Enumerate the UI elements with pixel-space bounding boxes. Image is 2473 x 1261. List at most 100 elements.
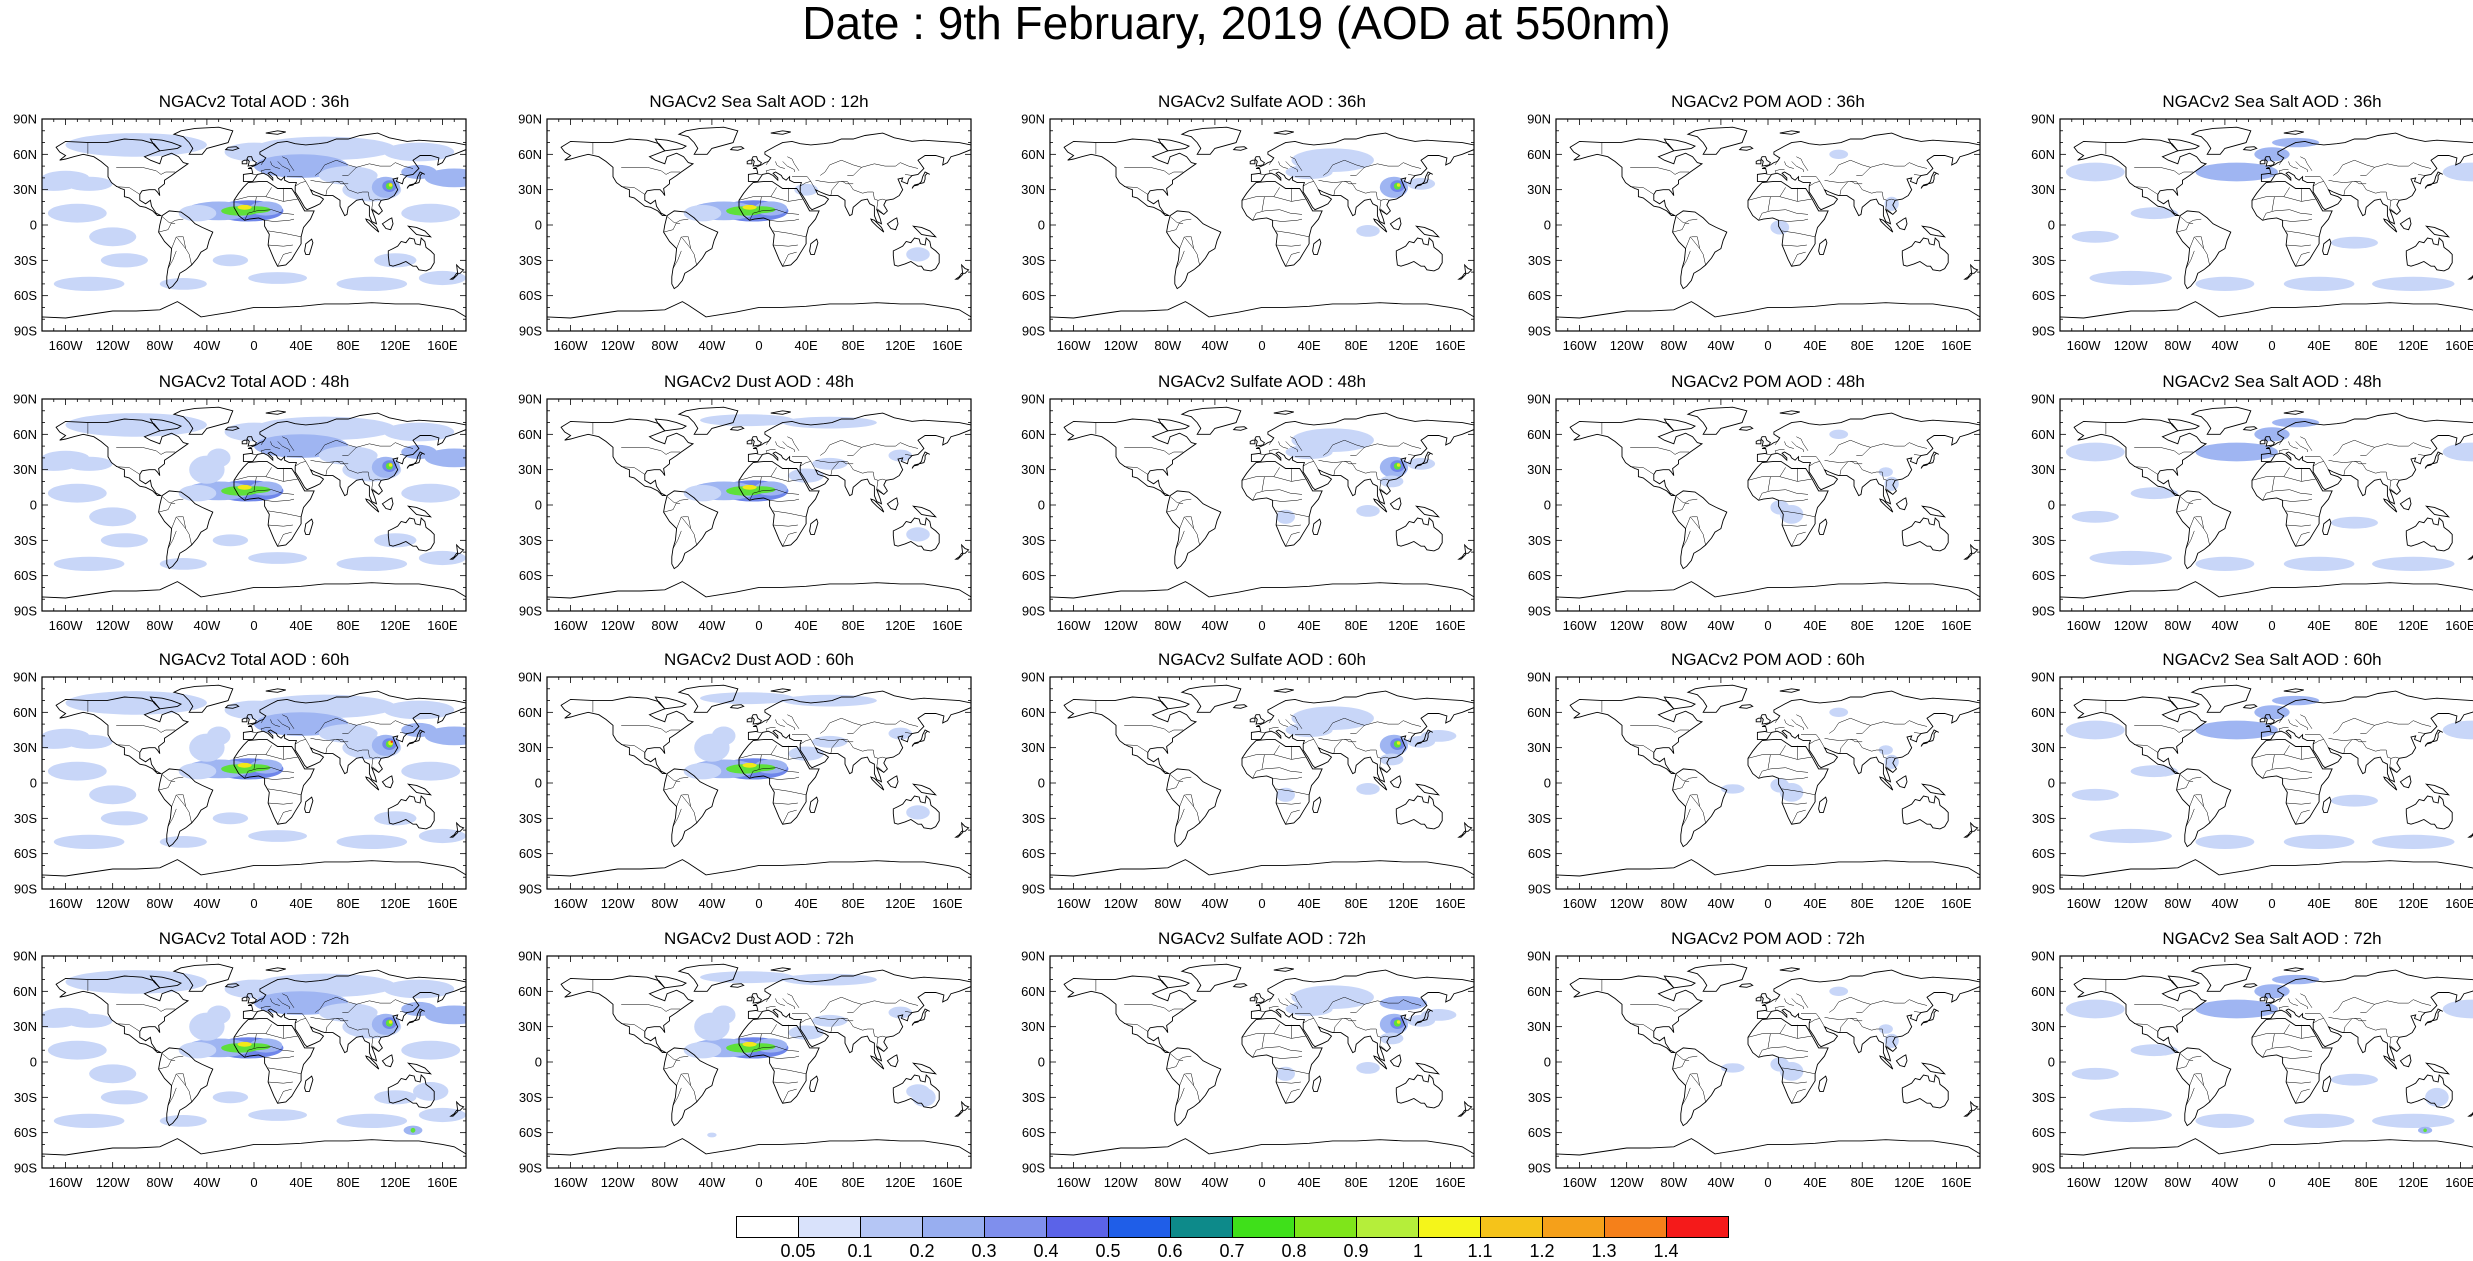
world-map: 160W 120W 80W 40W 0 40E 80E 120E 160E90N60N30N03… [518,112,972,353]
aod-plume [42,170,90,185]
lat-tick-label: 60S [519,1125,542,1140]
country-border [782,1088,797,1104]
country-border [2269,731,2276,734]
lon-tick-label: 120E [380,1175,411,1190]
country-border [1124,186,1148,195]
lon-tick-label: 160W [1563,338,1598,353]
coastline-svalbard [265,130,286,135]
coastline-new-guinea [1921,1062,1946,1075]
colorbar-label: 0.3 [971,1241,997,1261]
aod-plume [178,1042,217,1059]
country-border [2300,714,2313,729]
country-border [621,1023,645,1032]
coastline-baffin [149,138,183,152]
country-border [1856,162,1928,176]
country-border [1261,476,1265,491]
world-map: 160W 120W 80W 40W 0 40E 80E 120E 160E90N60N30N03… [518,949,972,1190]
country-border [1630,167,1690,175]
country-border [621,167,681,175]
country-border [2286,230,2320,238]
aod-plume [888,727,913,740]
country-border [770,1024,777,1034]
aod-plume [711,1005,736,1025]
aod-plume [2130,1044,2178,1057]
coastline-greenland [172,963,234,992]
world-map: 160W 120W 80W 40W 0 40E 80E 120E 160E90N60N30N03… [13,670,467,911]
lon-tick-label: 160W [2067,896,2102,911]
coastline-madagascar [1818,518,1828,535]
country-border [1630,725,1690,733]
coastline-australia [387,795,435,830]
country-border [1261,754,1265,769]
country-border [1672,776,1698,791]
coastline-svalbard [1273,688,1294,693]
colorbar-swatch [798,1216,861,1238]
country-border [287,456,311,470]
coastline-antarctica [2060,859,2473,889]
coastline-new-zealand [954,543,970,560]
lon-tick-label: 160W [49,618,84,633]
lon-tick-label: 160W [554,1175,589,1190]
lon-tick-label: 120W [2114,338,2149,353]
lon-tick-label: 80E [337,896,360,911]
country-border [270,998,280,1006]
country-border [1261,196,1265,211]
country-border [264,1055,295,1059]
country-border [1185,236,1194,249]
country-border [1179,794,1200,824]
country-border [371,200,379,215]
lat-tick-label: 0 [1544,776,1551,791]
lon-tick-label: 120E [1388,1175,1419,1190]
country-border [177,1073,186,1086]
country-border [1407,454,1416,456]
aod-plume [1356,1062,1380,1074]
lon-tick-label: 120W [1104,618,1139,633]
country-border [1344,461,1377,474]
country-border [1285,719,1298,730]
world-map: 160W 120W 80W 40W 0 40E 80E 120E 160E90N60N30N03… [1021,949,1475,1190]
panel-title: NGACv2 POM AOD : 48h [1671,372,1865,391]
aod-plume [2130,487,2178,500]
coastline-greenland [677,963,739,992]
country-border [1829,444,1839,456]
country-border [1838,717,1871,726]
country-border [325,1018,335,1033]
lat-tick-label: 60N [13,984,37,999]
lat-tick-label: 30S [14,1090,37,1105]
country-border [2288,161,2298,169]
country-border [872,471,887,481]
lon-tick-label: 40E [1804,1175,1827,1190]
coastline-new-guinea [1415,783,1440,796]
aod-plume [383,142,455,162]
lat-tick-label: 90S [519,324,542,339]
country-border [792,176,816,190]
coastline-new-zealand [2467,832,2473,838]
lon-tick-label: 160W [1563,1175,1598,1190]
country-border [342,720,414,734]
country-border [2295,998,2308,1009]
country-border [2286,244,2311,247]
country-border [2333,722,2343,734]
coastline-indonesia [2383,776,2398,791]
aod-plume [1421,730,1457,742]
country-border [1685,516,1706,546]
aod-plume [2065,999,2125,1019]
lon-tick-label: 80W [2164,896,2191,911]
aod-plume [700,692,795,705]
coastline-borneo [2399,497,2412,511]
country-border [277,1088,292,1104]
lat-tick-label: 90S [519,604,542,619]
aod-plume [2330,794,2378,807]
coastline-north-america [55,696,190,775]
country-border [1838,996,1871,1005]
country-border [2278,727,2289,732]
country-border [1350,162,1422,176]
country-border [233,476,298,482]
country-border [2286,1081,2311,1084]
coastline-australia [2405,237,2453,272]
coastline-australia [387,1074,435,1109]
country-border [310,179,349,185]
map-frame [1049,398,1475,612]
country-border [841,739,874,752]
lat-tick-label: 60N [1021,984,1045,999]
